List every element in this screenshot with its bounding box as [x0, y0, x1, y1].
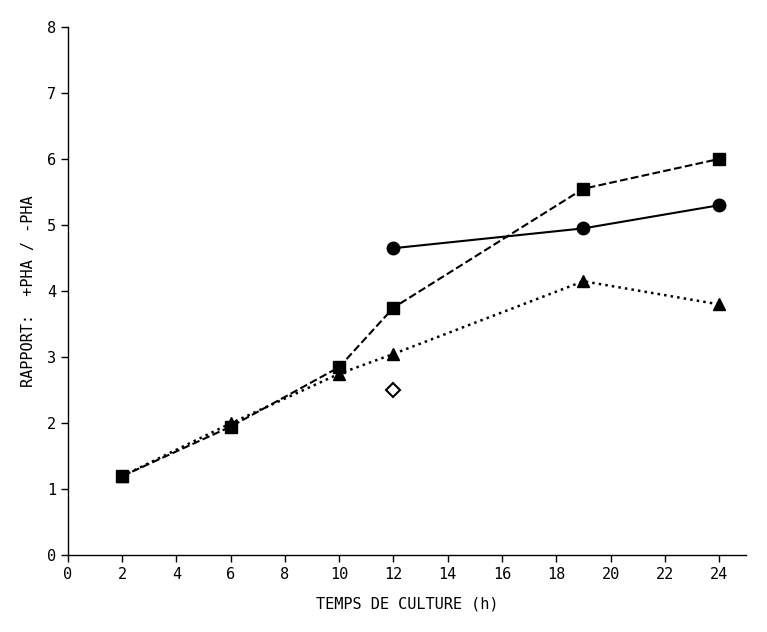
Y-axis label: RAPPORT:  +PHA / -PHA: RAPPORT: +PHA / -PHA	[21, 195, 36, 387]
X-axis label: TEMPS DE CULTURE (h): TEMPS DE CULTURE (h)	[316, 596, 499, 611]
